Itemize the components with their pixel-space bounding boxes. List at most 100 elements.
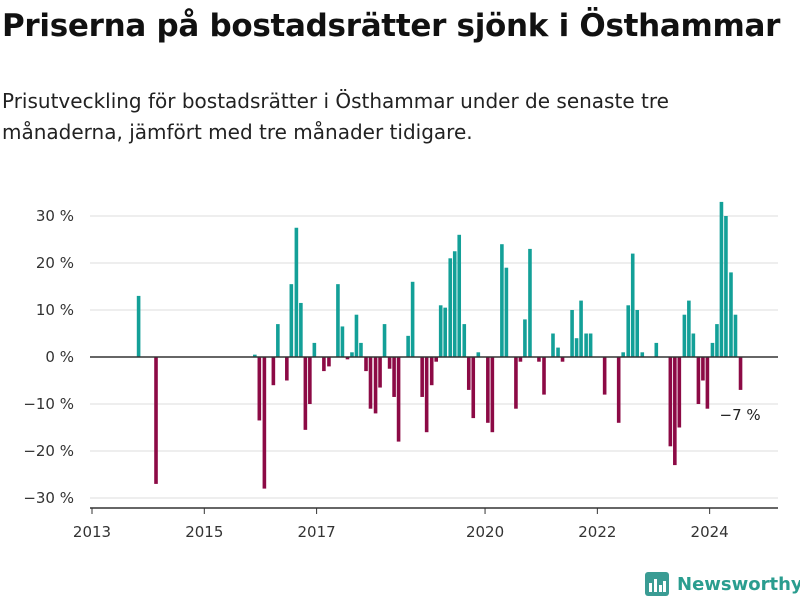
bar bbox=[406, 335, 410, 357]
bar bbox=[719, 201, 724, 357]
bar bbox=[354, 314, 359, 357]
bar bbox=[350, 352, 354, 357]
bar bbox=[551, 333, 555, 357]
y-tick-label: −10 % bbox=[23, 395, 74, 413]
bar bbox=[262, 357, 267, 489]
bar bbox=[504, 267, 509, 357]
bar bbox=[542, 357, 546, 395]
bar bbox=[308, 357, 312, 404]
bar bbox=[705, 357, 710, 409]
x-tick-label: 2017 bbox=[298, 523, 336, 541]
bar bbox=[556, 347, 560, 357]
bar bbox=[677, 357, 682, 428]
bar bbox=[682, 314, 687, 357]
chart-subtitle: Prisutveckling för bostadsrätter i Östha… bbox=[2, 89, 669, 144]
bar bbox=[424, 357, 429, 433]
bar bbox=[312, 342, 317, 357]
bar bbox=[443, 307, 447, 357]
bar bbox=[738, 357, 743, 390]
bar bbox=[579, 300, 583, 357]
last-value-label: −7 % bbox=[720, 406, 761, 424]
bar bbox=[382, 324, 387, 357]
y-tick-label: 20 % bbox=[36, 254, 74, 272]
y-axis-labels: 30 % 20 % 10 % 0 % −10 % −20 % −30 % bbox=[23, 207, 74, 507]
bar bbox=[616, 357, 621, 423]
bar bbox=[392, 357, 396, 397]
bar bbox=[387, 357, 392, 369]
bar bbox=[345, 357, 350, 360]
x-tick-label: 2013 bbox=[73, 523, 111, 541]
bar bbox=[500, 244, 504, 357]
bar bbox=[715, 324, 719, 357]
bar bbox=[434, 357, 438, 362]
bar bbox=[528, 248, 532, 357]
bar bbox=[410, 281, 415, 357]
bar bbox=[396, 357, 401, 442]
bar bbox=[673, 357, 677, 466]
bar bbox=[359, 342, 363, 357]
bar bbox=[457, 234, 462, 357]
bar bbox=[322, 357, 326, 372]
bar bbox=[630, 253, 635, 357]
bar bbox=[518, 357, 523, 362]
bar bbox=[471, 357, 476, 419]
bar bbox=[733, 314, 738, 357]
bar bbox=[340, 326, 345, 357]
bar bbox=[486, 357, 490, 423]
bar bbox=[729, 272, 733, 357]
y-tick-label: −30 % bbox=[23, 489, 74, 507]
bar bbox=[368, 357, 373, 409]
x-axis-labels: 2013 2015 2017 2020 2022 2024 bbox=[73, 508, 729, 541]
bar bbox=[257, 357, 262, 421]
bar bbox=[588, 333, 593, 357]
bar bbox=[687, 300, 691, 357]
bar bbox=[448, 258, 453, 357]
bar bbox=[429, 357, 434, 386]
grid-lines bbox=[90, 215, 778, 499]
bar bbox=[285, 357, 289, 381]
brand-logo: Newsworthy bbox=[645, 570, 800, 598]
bar bbox=[462, 324, 467, 357]
bar bbox=[654, 342, 659, 357]
bar bbox=[154, 357, 158, 484]
x-tick-label: 2020 bbox=[466, 523, 504, 541]
bar bbox=[724, 216, 728, 357]
bar bbox=[537, 357, 541, 362]
bar bbox=[626, 305, 631, 357]
x-tick-label: 2015 bbox=[185, 523, 223, 541]
bar bbox=[452, 251, 457, 357]
annotations: −7 % bbox=[720, 406, 761, 424]
bar bbox=[327, 357, 331, 367]
bar bbox=[420, 357, 424, 397]
bar bbox=[136, 295, 141, 357]
bar bbox=[336, 284, 340, 357]
bar-chart-logo-icon bbox=[645, 572, 669, 596]
bar bbox=[276, 324, 280, 357]
bar bbox=[289, 284, 294, 357]
bar bbox=[668, 357, 673, 447]
x-tick-label: 2024 bbox=[691, 523, 729, 541]
bars bbox=[136, 201, 743, 489]
bar bbox=[584, 333, 588, 357]
y-tick-label: 0 % bbox=[45, 348, 74, 366]
bar bbox=[466, 357, 471, 390]
x-tick-label: 2022 bbox=[578, 523, 616, 541]
bar bbox=[635, 310, 640, 357]
bar bbox=[364, 357, 368, 372]
bar bbox=[271, 357, 276, 386]
bar bbox=[701, 357, 705, 381]
bar bbox=[696, 357, 701, 404]
bar bbox=[438, 305, 443, 357]
bar bbox=[691, 333, 696, 357]
bar bbox=[514, 357, 518, 409]
bar bbox=[640, 352, 645, 357]
bar bbox=[253, 354, 257, 357]
bar bbox=[621, 352, 625, 357]
y-tick-label: 10 % bbox=[36, 301, 74, 319]
bar bbox=[523, 319, 527, 357]
bar bbox=[299, 302, 303, 357]
bar bbox=[570, 310, 574, 357]
brand-name: Newsworthy bbox=[677, 573, 800, 595]
bar bbox=[378, 357, 382, 388]
